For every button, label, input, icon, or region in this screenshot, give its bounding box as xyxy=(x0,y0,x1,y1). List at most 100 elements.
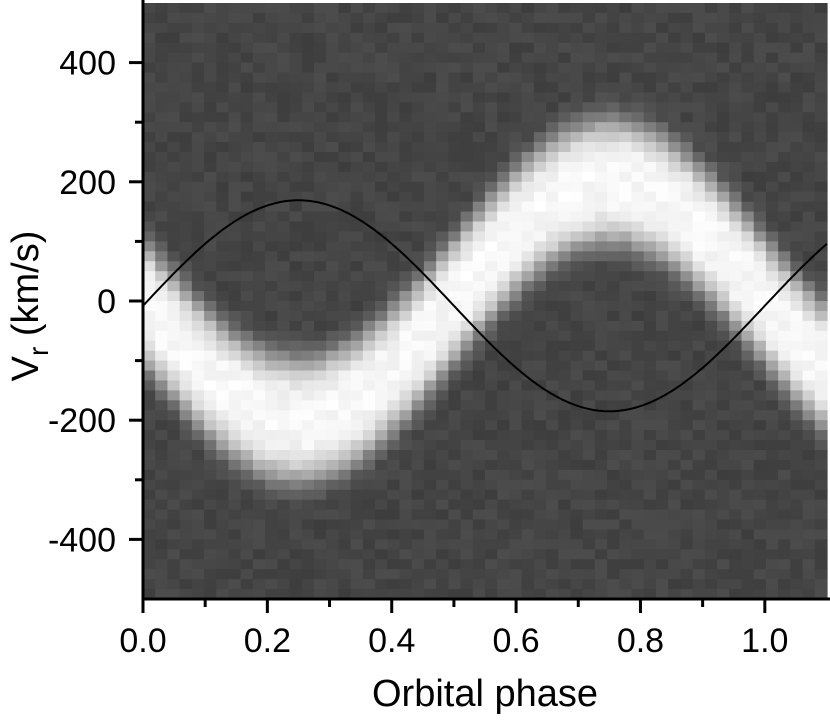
heatmap-cell xyxy=(497,370,511,382)
heatmap-cell xyxy=(570,112,584,123)
heatmap-cell xyxy=(387,211,401,223)
heatmap-cell xyxy=(228,569,242,580)
heatmap-cell xyxy=(668,12,682,24)
heatmap-cell xyxy=(497,181,511,193)
heatmap-cell xyxy=(790,102,804,113)
heatmap-cell xyxy=(143,360,156,372)
heatmap-cell xyxy=(753,112,767,123)
heatmap-cell xyxy=(765,301,779,312)
heatmap-cell xyxy=(350,271,364,282)
heatmap-cell xyxy=(533,569,547,580)
heatmap-cell xyxy=(204,440,217,451)
heatmap-cell xyxy=(252,559,266,570)
heatmap-cell xyxy=(375,350,388,362)
heatmap-cell xyxy=(497,122,511,133)
heatmap-cell xyxy=(179,509,193,521)
heatmap-cell xyxy=(472,132,486,143)
heatmap-cell xyxy=(631,211,645,223)
heatmap-cell xyxy=(277,410,291,421)
heatmap-cell xyxy=(423,589,437,600)
heatmap-cell xyxy=(704,569,718,580)
heatmap-cell xyxy=(350,142,364,153)
heatmap-cell xyxy=(497,201,511,213)
heatmap-cell xyxy=(228,459,242,471)
heatmap-cell xyxy=(472,102,486,113)
heatmap-cell xyxy=(460,251,474,262)
heatmap-cell xyxy=(802,310,816,322)
heatmap-cell xyxy=(668,539,682,550)
heatmap-cell xyxy=(350,261,364,272)
heatmap-cell xyxy=(607,569,620,580)
heatmap-cell xyxy=(375,459,388,471)
heatmap-cell xyxy=(778,410,791,421)
heatmap-cell xyxy=(472,92,486,103)
heatmap-cell xyxy=(411,72,425,84)
heatmap-cell xyxy=(778,271,791,282)
heatmap-cell xyxy=(485,330,498,342)
heatmap-cell xyxy=(656,459,669,471)
heatmap-cell xyxy=(423,350,437,362)
heatmap-cell xyxy=(277,112,291,123)
heatmap-cell xyxy=(191,529,205,540)
heatmap-cell xyxy=(485,539,498,550)
heatmap-cell xyxy=(594,310,608,322)
heatmap-cell xyxy=(350,3,364,14)
heatmap-cell xyxy=(460,271,474,282)
heatmap-cell xyxy=(656,241,669,252)
heatmap-cell xyxy=(362,499,376,511)
heatmap-cell xyxy=(362,22,376,34)
heatmap-cell xyxy=(314,440,327,451)
heatmap-cell xyxy=(521,52,535,64)
heatmap-cell xyxy=(692,340,706,352)
heatmap-cell xyxy=(362,12,376,24)
heatmap-cell xyxy=(436,559,449,570)
heatmap-cell xyxy=(570,509,584,521)
heatmap-cell xyxy=(472,281,486,292)
heatmap-cell xyxy=(326,191,340,203)
heatmap-cell xyxy=(594,459,608,471)
heatmap-cell xyxy=(582,479,596,491)
heatmap-cell xyxy=(375,310,388,322)
heatmap-cell xyxy=(191,42,205,54)
heatmap-cell xyxy=(704,201,718,213)
heatmap-cell xyxy=(558,142,572,153)
heatmap-cell xyxy=(143,22,156,34)
heatmap-cell xyxy=(765,221,779,233)
heatmap-cell xyxy=(191,132,205,143)
heatmap-cell xyxy=(350,241,364,252)
heatmap-cell xyxy=(375,301,388,312)
heatmap-cell xyxy=(448,191,462,203)
heatmap-cell xyxy=(570,62,584,74)
heatmap-cell xyxy=(582,152,596,163)
heatmap-cell xyxy=(741,211,755,223)
heatmap-cell xyxy=(423,400,437,411)
heatmap-cell xyxy=(802,400,816,411)
heatmap-cell xyxy=(814,42,828,54)
heatmap-cell xyxy=(570,92,584,103)
heatmap-cell xyxy=(143,171,156,183)
heatmap-cell xyxy=(240,499,254,511)
heatmap-cell xyxy=(179,440,193,451)
heatmap-cell xyxy=(790,112,804,123)
heatmap-cell xyxy=(765,330,779,342)
heatmap-cell xyxy=(350,112,364,123)
heatmap-cell xyxy=(729,82,743,93)
heatmap-cell xyxy=(436,281,449,292)
heatmap-cell xyxy=(497,519,511,531)
heatmap-cell xyxy=(411,589,425,600)
heatmap-cell xyxy=(362,241,376,252)
heatmap-cell xyxy=(191,539,205,550)
heatmap-cell xyxy=(717,92,730,103)
heatmap-cell xyxy=(399,72,413,84)
heatmap-cell xyxy=(338,410,352,421)
heatmap-cell xyxy=(814,231,828,242)
heatmap-cell xyxy=(582,171,596,183)
heatmap-cell xyxy=(497,12,511,24)
heatmap-cell xyxy=(155,519,169,531)
heatmap-cell xyxy=(582,142,596,153)
heatmap-cell xyxy=(594,320,608,332)
heatmap-cell xyxy=(143,469,156,481)
heatmap-cell xyxy=(179,181,193,193)
heatmap-cell xyxy=(387,22,401,34)
heatmap-cell xyxy=(570,261,584,272)
